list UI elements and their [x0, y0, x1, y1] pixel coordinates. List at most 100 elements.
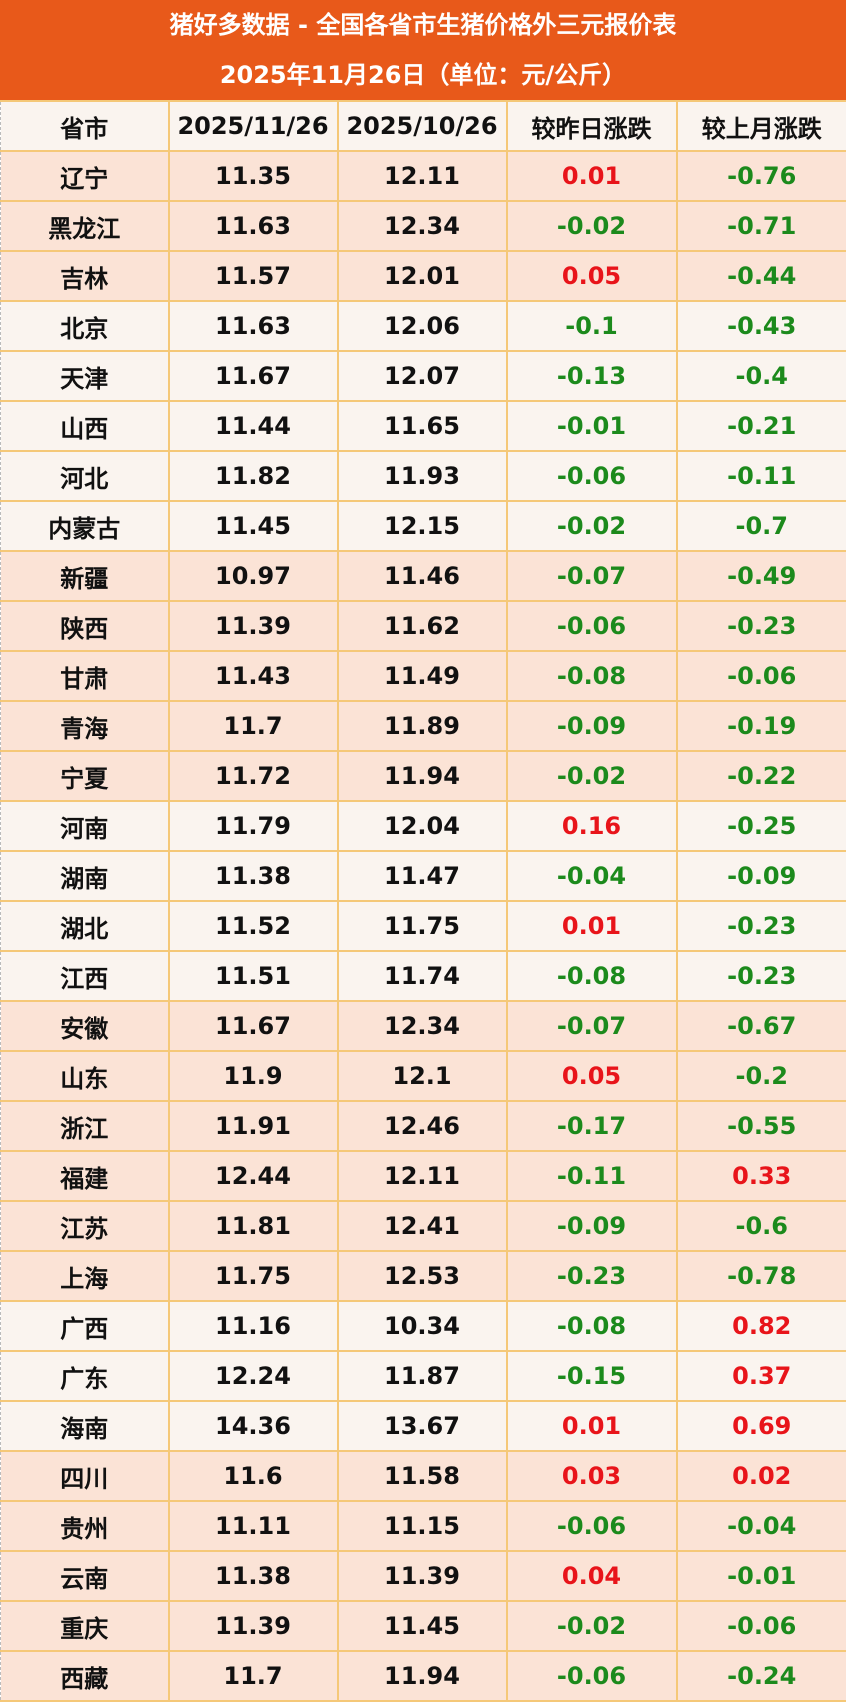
today-price-cell: 11.38: [167, 1550, 339, 1602]
province-cell: 广东: [0, 1350, 170, 1402]
province-cell: 甘肃: [0, 650, 170, 702]
last-month-price-cell: 12.53: [336, 1250, 508, 1302]
day-change-cell: -0.07: [505, 1000, 678, 1052]
column-header-today: 2025/11/26: [167, 100, 339, 152]
month-change-cell: -0.44: [675, 250, 846, 302]
today-price-cell: 11.79: [167, 800, 339, 852]
province-cell: 内蒙古: [0, 500, 170, 552]
province-cell: 上海: [0, 1250, 170, 1302]
last-month-price-cell: 12.34: [336, 200, 508, 252]
day-change-cell: -0.11: [505, 1150, 678, 1202]
table-row: 海南 14.36 13.67 0.01 0.69: [0, 1400, 846, 1452]
today-price-cell: 11.44: [167, 400, 339, 452]
last-month-price-cell: 12.06: [336, 300, 508, 352]
table-row: 江苏 11.81 12.41 -0.09 -0.6: [0, 1200, 846, 1252]
month-change-cell: -0.4: [675, 350, 846, 402]
table-row: 天津 11.67 12.07 -0.13 -0.4: [0, 350, 846, 402]
table-row: 安徽 11.67 12.34 -0.07 -0.67: [0, 1000, 846, 1052]
day-change-cell: -0.08: [505, 950, 678, 1002]
month-change-cell: -0.09: [675, 850, 846, 902]
month-change-cell: 0.82: [675, 1300, 846, 1352]
table-row: 重庆 11.39 11.45 -0.02 -0.06: [0, 1600, 846, 1652]
last-month-price-cell: 11.89: [336, 700, 508, 752]
day-change-cell: 0.03: [505, 1450, 678, 1502]
day-change-cell: -0.07: [505, 550, 678, 602]
month-change-cell: -0.21: [675, 400, 846, 452]
table-row: 上海 11.75 12.53 -0.23 -0.78: [0, 1250, 846, 1302]
last-month-price-cell: 11.93: [336, 450, 508, 502]
today-price-cell: 11.82: [167, 450, 339, 502]
month-change-cell: -0.04: [675, 1500, 846, 1552]
day-change-cell: -0.17: [505, 1100, 678, 1152]
day-change-cell: -0.02: [505, 500, 678, 552]
province-cell: 陕西: [0, 600, 170, 652]
day-change-cell: -0.13: [505, 350, 678, 402]
table-row: 福建 12.44 12.11 -0.11 0.33: [0, 1150, 846, 1202]
province-cell: 山西: [0, 400, 170, 452]
today-price-cell: 11.7: [167, 700, 339, 752]
table-row: 河北 11.82 11.93 -0.06 -0.11: [0, 450, 846, 502]
province-cell: 江西: [0, 950, 170, 1002]
table-row: 广东 12.24 11.87 -0.15 0.37: [0, 1350, 846, 1402]
last-month-price-cell: 10.34: [336, 1300, 508, 1352]
table-row: 黑龙江 11.63 12.34 -0.02 -0.71: [0, 200, 846, 252]
province-cell: 湖北: [0, 900, 170, 952]
last-month-price-cell: 12.1: [336, 1050, 508, 1102]
month-change-cell: -0.71: [675, 200, 846, 252]
day-change-cell: -0.01: [505, 400, 678, 452]
month-change-cell: -0.49: [675, 550, 846, 602]
province-cell: 西藏: [0, 1650, 170, 1702]
month-change-cell: 0.69: [675, 1400, 846, 1452]
last-month-price-cell: 11.94: [336, 750, 508, 802]
table-row: 山东 11.9 12.1 0.05 -0.2: [0, 1050, 846, 1102]
table-row: 西藏 11.7 11.94 -0.06 -0.24: [0, 1650, 846, 1702]
province-cell: 四川: [0, 1450, 170, 1502]
last-month-price-cell: 11.15: [336, 1500, 508, 1552]
month-change-cell: -0.22: [675, 750, 846, 802]
day-change-cell: -0.06: [505, 1650, 678, 1702]
last-month-price-cell: 12.07: [336, 350, 508, 402]
month-change-cell: -0.11: [675, 450, 846, 502]
month-change-cell: -0.06: [675, 650, 846, 702]
table-row: 云南 11.38 11.39 0.04 -0.01: [0, 1550, 846, 1602]
month-change-cell: -0.76: [675, 150, 846, 202]
province-cell: 贵州: [0, 1500, 170, 1552]
today-price-cell: 12.24: [167, 1350, 339, 1402]
table-row: 吉林 11.57 12.01 0.05 -0.44: [0, 250, 846, 302]
table-row: 广西 11.16 10.34 -0.08 0.82: [0, 1300, 846, 1352]
province-cell: 宁夏: [0, 750, 170, 802]
table-row: 内蒙古 11.45 12.15 -0.02 -0.7: [0, 500, 846, 552]
province-cell: 辽宁: [0, 150, 170, 202]
table-row: 浙江 11.91 12.46 -0.17 -0.55: [0, 1100, 846, 1152]
day-change-cell: -0.09: [505, 700, 678, 752]
today-price-cell: 11.7: [167, 1650, 339, 1702]
month-change-cell: -0.6: [675, 1200, 846, 1252]
last-month-price-cell: 13.67: [336, 1400, 508, 1452]
last-month-price-cell: 12.34: [336, 1000, 508, 1052]
today-price-cell: 11.67: [167, 1000, 339, 1052]
province-cell: 安徽: [0, 1000, 170, 1052]
today-price-cell: 11.11: [167, 1500, 339, 1552]
last-month-price-cell: 12.41: [336, 1200, 508, 1252]
table-row: 湖南 11.38 11.47 -0.04 -0.09: [0, 850, 846, 902]
today-price-cell: 11.43: [167, 650, 339, 702]
today-price-cell: 11.52: [167, 900, 339, 952]
table-row: 宁夏 11.72 11.94 -0.02 -0.22: [0, 750, 846, 802]
last-month-price-cell: 12.01: [336, 250, 508, 302]
table-row: 青海 11.7 11.89 -0.09 -0.19: [0, 700, 846, 752]
month-change-cell: -0.23: [675, 950, 846, 1002]
province-cell: 广西: [0, 1300, 170, 1352]
table-row: 山西 11.44 11.65 -0.01 -0.21: [0, 400, 846, 452]
day-change-cell: -0.15: [505, 1350, 678, 1402]
month-change-cell: -0.24: [675, 1650, 846, 1702]
day-change-cell: -0.06: [505, 450, 678, 502]
last-month-price-cell: 12.11: [336, 150, 508, 202]
month-change-cell: 0.02: [675, 1450, 846, 1502]
month-change-cell: -0.23: [675, 600, 846, 652]
table-header-row: 省市 2025/11/26 2025/10/26 较昨日涨跌 较上月涨跌: [0, 100, 846, 152]
month-change-cell: -0.06: [675, 1600, 846, 1652]
day-change-cell: 0.01: [505, 900, 678, 952]
today-price-cell: 11.91: [167, 1100, 339, 1152]
today-price-cell: 11.38: [167, 850, 339, 902]
month-change-cell: -0.67: [675, 1000, 846, 1052]
